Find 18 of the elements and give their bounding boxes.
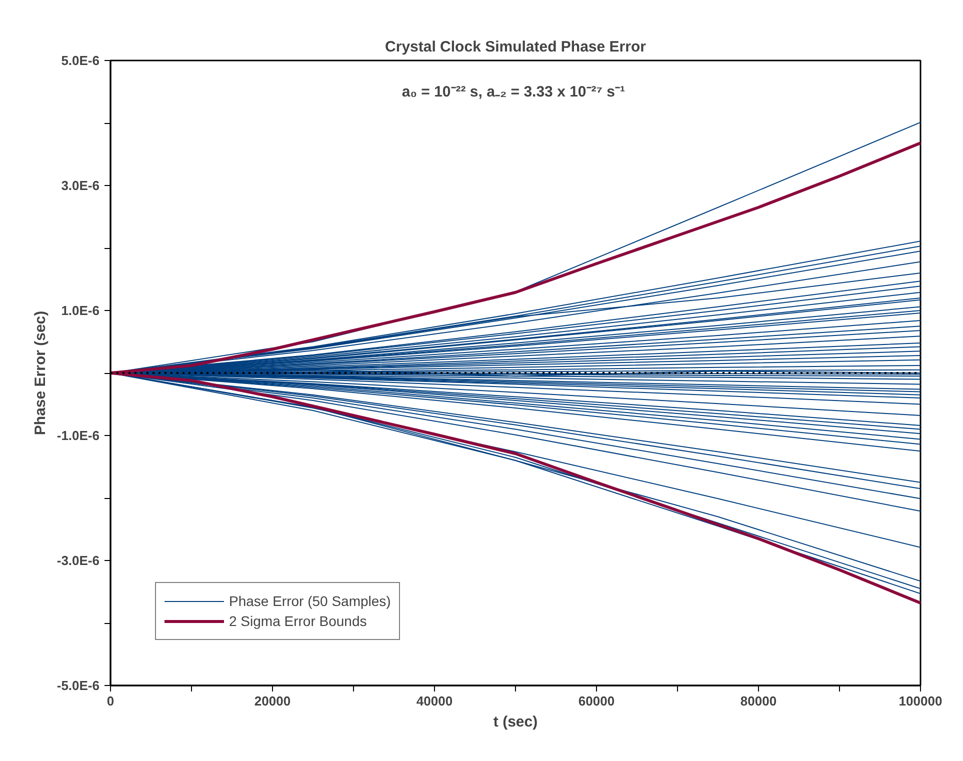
- x-axis-title: t (sec): [493, 714, 538, 730]
- y-tick-label: 1.0E-6: [61, 303, 100, 318]
- legend-label: 2 Sigma Error Bounds: [229, 613, 367, 629]
- legend-label: Phase Error (50 Samples): [229, 593, 391, 609]
- x-tick-label: 40000: [416, 694, 453, 708]
- x-tick-label: 0: [106, 694, 114, 708]
- y-tick-label: 3.0E-6: [61, 178, 100, 193]
- y-tick-label: -5.0E-6: [56, 678, 100, 693]
- x-tick-label: 80000: [740, 694, 777, 708]
- y-tick-label: 5.0E-6: [61, 53, 100, 68]
- y-axis-title: Phase Error (sec): [32, 310, 49, 436]
- y-tick-label: -3.0E-6: [56, 553, 100, 568]
- x-tick-label: 100000: [898, 694, 942, 708]
- y-tick-label: -1.0E-6: [56, 428, 100, 443]
- x-tick-label: 20000: [254, 694, 291, 708]
- x-tick-label: 60000: [578, 694, 615, 708]
- annotation: a₀ = 10⁻²² s, a₋₂ = 3.33 x 10⁻²⁷ s⁻¹: [402, 84, 625, 100]
- chart-title: Crystal Clock Simulated Phase Error: [385, 38, 646, 56]
